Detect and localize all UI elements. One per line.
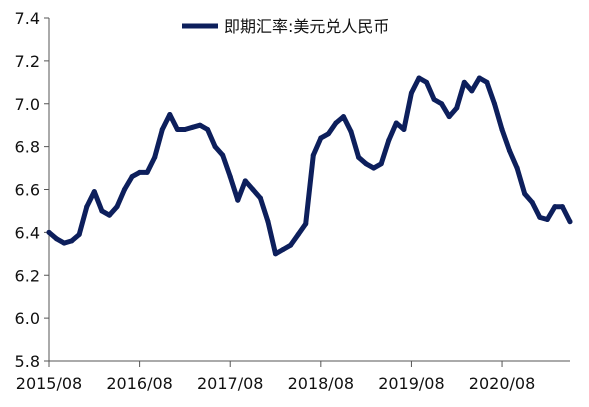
data-point xyxy=(257,195,263,201)
data-point xyxy=(114,204,120,210)
data-point xyxy=(159,126,165,132)
data-point xyxy=(174,126,180,132)
data-point xyxy=(84,204,90,210)
data-point xyxy=(189,124,195,130)
data-point xyxy=(416,75,422,81)
data-point xyxy=(129,174,135,180)
data-point xyxy=(461,79,467,85)
x-tick-label: 2015/08 xyxy=(16,374,82,393)
data-point xyxy=(122,187,128,192)
data-point xyxy=(567,219,573,225)
data-point xyxy=(325,131,331,137)
data-point xyxy=(537,214,543,220)
data-point xyxy=(54,236,60,242)
data-point xyxy=(507,148,513,154)
x-axis-ticks: 2015/08 2016/08 2017/08 2018/08 2019/08 2020/… xyxy=(16,361,535,393)
data-point xyxy=(220,152,226,158)
data-point xyxy=(250,187,256,192)
data-point xyxy=(303,221,309,227)
data-point xyxy=(288,242,294,248)
data-point xyxy=(295,232,301,238)
data-point xyxy=(106,212,112,218)
data-point xyxy=(99,208,105,214)
data-point xyxy=(408,90,414,96)
x-tick-label: 2017/08 xyxy=(197,374,263,393)
y-tick-label: 7.0 xyxy=(15,95,40,114)
data-point xyxy=(76,232,82,238)
x-tick-label: 2019/08 xyxy=(378,374,444,393)
data-point xyxy=(522,191,528,197)
data-point xyxy=(205,126,211,132)
y-tick-label: 6.6 xyxy=(15,181,40,200)
data-point xyxy=(212,144,218,150)
data-points xyxy=(46,75,573,257)
data-point xyxy=(529,199,535,205)
data-point xyxy=(242,178,248,184)
data-point xyxy=(280,247,286,253)
data-point xyxy=(424,79,430,85)
data-point xyxy=(378,161,384,167)
data-point xyxy=(265,219,271,225)
y-tick-label: 5.8 xyxy=(15,352,40,371)
y-tick-label: 7.2 xyxy=(15,52,40,71)
y-tick-label: 7.4 xyxy=(15,9,40,28)
y-tick-label: 6.0 xyxy=(15,309,40,328)
data-point xyxy=(227,174,233,180)
data-point xyxy=(333,120,339,126)
data-point xyxy=(348,129,354,135)
y-axis-ticks: 5.8 6.0 6.2 6.4 6.6 6.8 7.0 7.2 7.4 xyxy=(15,9,49,371)
y-tick-label: 6.8 xyxy=(15,138,40,157)
x-tick-label: 2020/08 xyxy=(469,374,535,393)
data-point xyxy=(552,204,558,210)
data-point xyxy=(137,169,143,175)
data-point xyxy=(476,75,482,81)
data-point xyxy=(514,165,520,171)
data-point xyxy=(499,126,505,132)
x-tick-label: 2018/08 xyxy=(288,374,354,393)
data-point xyxy=(386,137,392,143)
series-line xyxy=(46,75,573,257)
data-point xyxy=(273,251,279,257)
data-point xyxy=(491,101,497,107)
x-tick-label: 2016/08 xyxy=(106,374,172,393)
data-point xyxy=(559,204,565,210)
data-point xyxy=(371,165,377,171)
data-point xyxy=(401,126,407,132)
data-point xyxy=(197,122,203,128)
data-point xyxy=(356,154,362,160)
data-point xyxy=(61,240,67,246)
data-point xyxy=(91,189,97,195)
data-point xyxy=(182,126,188,132)
data-point xyxy=(69,238,75,244)
data-point xyxy=(439,101,445,107)
data-point xyxy=(431,96,437,102)
legend-label: 即期汇率:美元兑人民币 xyxy=(224,17,389,36)
data-point xyxy=(340,114,346,120)
data-point xyxy=(167,111,173,117)
data-point xyxy=(446,114,452,120)
data-point xyxy=(144,169,150,175)
data-point xyxy=(544,217,550,223)
data-point xyxy=(46,229,52,235)
data-point xyxy=(235,197,241,203)
data-point xyxy=(152,154,158,160)
data-point xyxy=(469,88,475,94)
data-point xyxy=(318,135,324,141)
y-tick-label: 6.2 xyxy=(15,266,40,285)
data-point xyxy=(393,120,399,126)
data-point xyxy=(363,161,369,167)
data-point xyxy=(454,105,460,111)
legend: 即期汇率:美元兑人民币 xyxy=(182,17,389,36)
data-point xyxy=(484,79,490,85)
data-point xyxy=(310,152,316,158)
y-tick-label: 6.4 xyxy=(15,223,40,242)
